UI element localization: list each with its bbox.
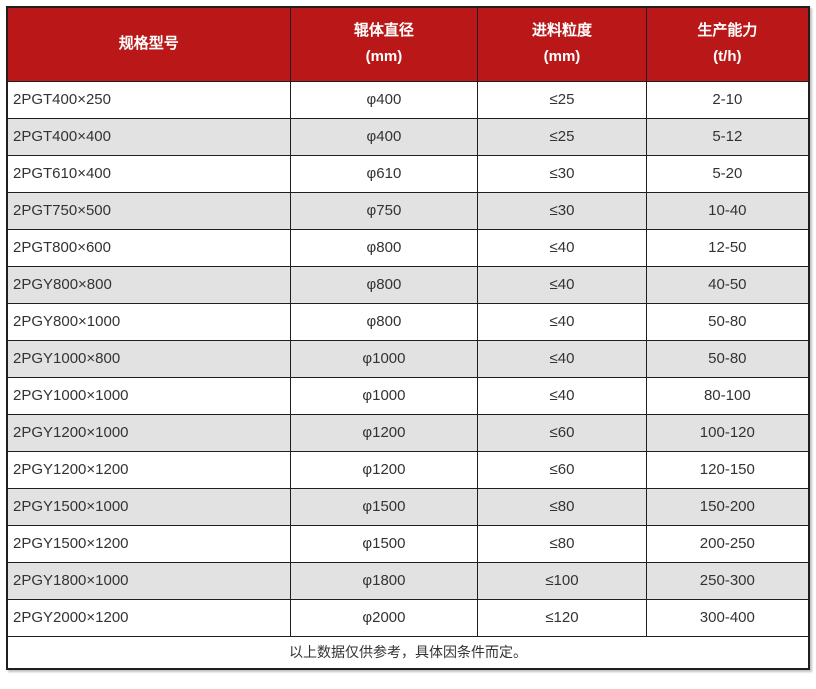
cell-roller-diameter: φ1000 — [289, 376, 479, 415]
cell-capacity: 5-20 — [645, 154, 810, 193]
header-roller-diameter-unit: (mm) — [365, 48, 403, 66]
cell-feed-size: ≤40 — [477, 228, 647, 267]
cell-capacity: 5-12 — [645, 117, 810, 156]
cell-roller-diameter: φ800 — [289, 265, 479, 304]
table-row: 2PGT800×600 φ800 ≤40 12-50 — [6, 228, 810, 267]
table-row: 2PGT400×400 φ400 ≤25 5-12 — [6, 117, 810, 156]
header-roller-diameter-label: 辊体直径 — [353, 22, 414, 40]
table-footnote: 以上数据仅供参考，具体因条件而定。 — [6, 635, 810, 670]
table-row: 2PGY1000×1000 φ1000 ≤40 80-100 — [6, 376, 810, 415]
header-feed-size-label: 进料粒度 — [531, 22, 592, 40]
cell-capacity: 2-10 — [645, 80, 810, 119]
cell-capacity: 250-300 — [645, 561, 810, 600]
cell-capacity: 100-120 — [645, 413, 810, 452]
table-row: 2PGY1500×1200 φ1500 ≤80 200-250 — [6, 524, 810, 563]
cell-feed-size: ≤40 — [477, 376, 647, 415]
table-row: 2PGY2000×1200 φ2000 ≤120 300-400 — [6, 598, 810, 637]
header-capacity: 生产能力 (t/h) — [645, 6, 810, 82]
cell-capacity: 10-40 — [645, 191, 810, 230]
table-row: 2PGY800×1000 φ800 ≤40 50-80 — [6, 302, 810, 341]
header-feed-size: 进料粒度 (mm) — [477, 6, 647, 82]
table-row: 2PGY1200×1000 φ1200 ≤60 100-120 — [6, 413, 810, 452]
cell-roller-diameter: φ400 — [289, 117, 479, 156]
table-row: 2PGT610×400 φ610 ≤30 5-20 — [6, 154, 810, 193]
cell-model: 2PGT400×400 — [6, 117, 291, 156]
cell-capacity: 50-80 — [645, 302, 810, 341]
cell-capacity: 40-50 — [645, 265, 810, 304]
cell-feed-size: ≤30 — [477, 191, 647, 230]
cell-roller-diameter: φ1000 — [289, 339, 479, 378]
cell-roller-diameter: φ2000 — [289, 598, 479, 637]
cell-roller-diameter: φ750 — [289, 191, 479, 230]
cell-capacity: 150-200 — [645, 487, 810, 526]
cell-model: 2PGT800×600 — [6, 228, 291, 267]
header-capacity-unit: (t/h) — [713, 48, 742, 66]
table-row: 2PGT750×500 φ750 ≤30 10-40 — [6, 191, 810, 230]
cell-capacity: 120-150 — [645, 450, 810, 489]
footnote-row: 以上数据仅供参考，具体因条件而定。 — [6, 635, 810, 670]
cell-feed-size: ≤30 — [477, 154, 647, 193]
spec-table: 规格型号 辊体直径 (mm) 进料粒度 (mm) 生产能力 (t/h) 2PGT… — [6, 6, 810, 670]
table-row: 2PGT400×250 φ400 ≤25 2-10 — [6, 80, 810, 119]
cell-capacity: 300-400 — [645, 598, 810, 637]
cell-feed-size: ≤40 — [477, 265, 647, 304]
header-roller-diameter: 辊体直径 (mm) — [289, 6, 479, 82]
cell-roller-diameter: φ800 — [289, 302, 479, 341]
cell-feed-size: ≤40 — [477, 339, 647, 378]
table-body: 2PGT400×250 φ400 ≤25 2-10 2PGT400×400 φ4… — [6, 80, 810, 637]
cell-roller-diameter: φ610 — [289, 154, 479, 193]
cell-feed-size: ≤80 — [477, 487, 647, 526]
cell-roller-diameter: φ1800 — [289, 561, 479, 600]
table-row: 2PGY1200×1200 φ1200 ≤60 120-150 — [6, 450, 810, 489]
cell-roller-diameter: φ400 — [289, 80, 479, 119]
cell-feed-size: ≤80 — [477, 524, 647, 563]
cell-roller-diameter: φ1500 — [289, 524, 479, 563]
cell-roller-diameter: φ1200 — [289, 413, 479, 452]
table-row: 2PGY1800×1000 φ1800 ≤100 250-300 — [6, 561, 810, 600]
cell-model: 2PGY1500×1000 — [6, 487, 291, 526]
cell-feed-size: ≤40 — [477, 302, 647, 341]
cell-model: 2PGY800×800 — [6, 265, 291, 304]
cell-feed-size: ≤100 — [477, 561, 647, 600]
cell-model: 2PGY1200×1200 — [6, 450, 291, 489]
cell-capacity: 12-50 — [645, 228, 810, 267]
cell-model: 2PGY2000×1200 — [6, 598, 291, 637]
header-row: 规格型号 辊体直径 (mm) 进料粒度 (mm) 生产能力 (t/h) — [6, 6, 810, 82]
cell-capacity: 80-100 — [645, 376, 810, 415]
cell-roller-diameter: φ1500 — [289, 487, 479, 526]
cell-feed-size: ≤25 — [477, 117, 647, 156]
header-capacity-label: 生产能力 — [697, 22, 758, 40]
table-row: 2PGY1500×1000 φ1500 ≤80 150-200 — [6, 487, 810, 526]
cell-model: 2PGY1800×1000 — [6, 561, 291, 600]
cell-model: 2PGT750×500 — [6, 191, 291, 230]
cell-model: 2PGY1000×1000 — [6, 376, 291, 415]
cell-capacity: 200-250 — [645, 524, 810, 563]
header-model-label: 规格型号 — [118, 35, 179, 53]
header-model: 规格型号 — [6, 6, 291, 82]
cell-model: 2PGT610×400 — [6, 154, 291, 193]
table-row: 2PGY800×800 φ800 ≤40 40-50 — [6, 265, 810, 304]
cell-capacity: 50-80 — [645, 339, 810, 378]
cell-feed-size: ≤25 — [477, 80, 647, 119]
cell-model: 2PGY800×1000 — [6, 302, 291, 341]
cell-feed-size: ≤60 — [477, 450, 647, 489]
cell-roller-diameter: φ1200 — [289, 450, 479, 489]
cell-model: 2PGY1500×1200 — [6, 524, 291, 563]
table-footer: 以上数据仅供参考，具体因条件而定。 — [6, 635, 810, 670]
header-feed-size-unit: (mm) — [543, 48, 581, 66]
cell-model: 2PGY1200×1000 — [6, 413, 291, 452]
cell-feed-size: ≤60 — [477, 413, 647, 452]
cell-roller-diameter: φ800 — [289, 228, 479, 267]
table-header: 规格型号 辊体直径 (mm) 进料粒度 (mm) 生产能力 (t/h) — [6, 6, 810, 82]
cell-model: 2PGY1000×800 — [6, 339, 291, 378]
cell-feed-size: ≤120 — [477, 598, 647, 637]
table-row: 2PGY1000×800 φ1000 ≤40 50-80 — [6, 339, 810, 378]
cell-model: 2PGT400×250 — [6, 80, 291, 119]
